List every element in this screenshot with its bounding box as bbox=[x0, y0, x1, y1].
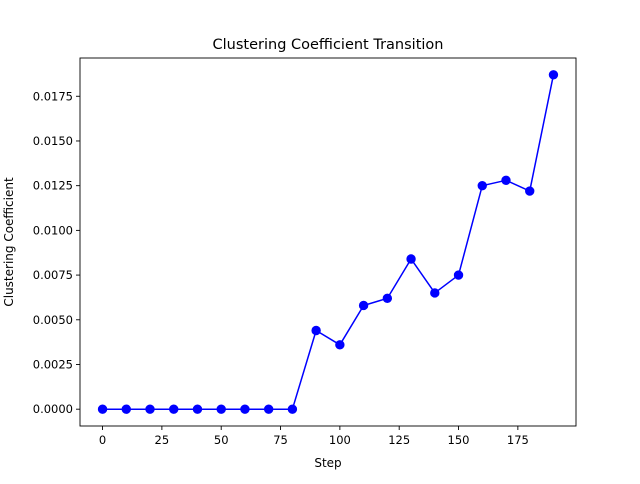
y-tick-label: 0.0075 bbox=[33, 268, 73, 282]
data-point bbox=[477, 180, 487, 191]
x-tick-label: 175 bbox=[507, 433, 529, 447]
x-tick-label: 0 bbox=[99, 433, 106, 447]
x-tick-label: 150 bbox=[448, 433, 470, 447]
data-point bbox=[169, 404, 179, 414]
x-tick-label: 100 bbox=[329, 433, 351, 447]
data-point bbox=[97, 404, 108, 414]
data-point bbox=[240, 404, 250, 414]
data-point bbox=[335, 340, 345, 350]
y-axis-label: Clustering Coefficient bbox=[2, 177, 16, 307]
data-point bbox=[121, 404, 131, 414]
data-point bbox=[382, 293, 393, 304]
x-axis-label: Step bbox=[314, 456, 341, 470]
x-tick-label: 75 bbox=[273, 433, 288, 447]
x-tick-label: 25 bbox=[155, 433, 170, 447]
data-point bbox=[525, 186, 535, 196]
data-point bbox=[311, 325, 321, 336]
y-tick-label: 0.0150 bbox=[33, 134, 73, 148]
data-point bbox=[263, 404, 274, 414]
plot-area bbox=[97, 70, 559, 414]
chart-title: Clustering Coefficient Transition bbox=[213, 37, 444, 53]
data-point bbox=[216, 404, 226, 414]
x-tick-label: 125 bbox=[388, 433, 410, 447]
y-tick-label: 0.0100 bbox=[33, 223, 73, 237]
x-tick-label: 50 bbox=[214, 433, 229, 447]
y-tick-label: 0.0125 bbox=[33, 179, 73, 193]
axes: 0 25 50 75 100 125 150 175 0.0000 0.0025 0.0050 0.0… bbox=[33, 57, 577, 447]
data-point bbox=[406, 254, 416, 264]
y-tick-label: 0.0050 bbox=[33, 313, 73, 327]
data-point bbox=[287, 404, 298, 414]
y-tick-label: 0.0000 bbox=[33, 402, 73, 416]
y-tick-label: 0.0175 bbox=[33, 89, 73, 103]
data-point bbox=[501, 175, 511, 186]
data-point bbox=[548, 70, 559, 80]
data-point bbox=[430, 288, 440, 298]
data-point bbox=[453, 270, 464, 280]
data-point bbox=[145, 404, 155, 414]
axes-frame bbox=[79, 57, 577, 427]
data-point bbox=[192, 404, 203, 414]
y-tick-label: 0.0025 bbox=[33, 357, 73, 371]
data-point bbox=[358, 300, 369, 311]
